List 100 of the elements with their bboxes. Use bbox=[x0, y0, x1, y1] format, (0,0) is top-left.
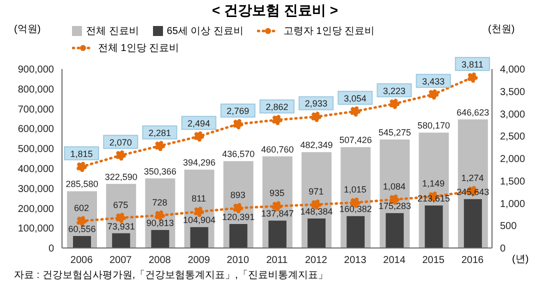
data-label: 175,283 bbox=[378, 201, 411, 212]
y-tick-label: 400,000 bbox=[18, 164, 54, 175]
x-tick-label: 2016 bbox=[461, 255, 484, 266]
data-label: 2,494 bbox=[188, 118, 210, 128]
point bbox=[310, 112, 322, 122]
data-label: 1,149 bbox=[422, 178, 445, 189]
data-label: 602 bbox=[74, 203, 90, 214]
legend-label: 전체 1인당 진료비 bbox=[98, 42, 180, 55]
data-label: 60,556 bbox=[68, 224, 96, 234]
data-label: 73,931 bbox=[107, 221, 135, 232]
data-label: 811 bbox=[192, 194, 206, 204]
data-label: 1,084 bbox=[383, 181, 406, 192]
data-label: 1,015 bbox=[344, 184, 366, 195]
y-tick-label: 500,000 bbox=[18, 144, 54, 156]
x-tick-label: 2010 bbox=[226, 255, 250, 266]
point bbox=[76, 216, 87, 226]
data-label: 90,813 bbox=[146, 218, 174, 228]
data-label: 350,366 bbox=[144, 166, 176, 176]
bar bbox=[190, 227, 208, 248]
point bbox=[389, 98, 400, 110]
data-label: 971 bbox=[308, 186, 324, 197]
chart-title: < 건강보험 진료비 > bbox=[210, 2, 340, 20]
data-label: 482,349 bbox=[300, 140, 333, 150]
legend-label: 전체 진료비 bbox=[86, 25, 139, 38]
data-label: 460,760 bbox=[261, 144, 294, 154]
x-tick-label: 2007 bbox=[110, 255, 132, 266]
data-label: 3,811 bbox=[462, 59, 484, 70]
y-tick-label: 0 bbox=[48, 244, 54, 255]
point bbox=[272, 114, 282, 126]
point bbox=[76, 162, 87, 172]
text: 자료 : 건강보험심사평가원,「건강보험통계지표」,「진료비통계지표」 bbox=[14, 268, 328, 282]
point bbox=[350, 106, 360, 117]
data-label: 436,570 bbox=[222, 149, 255, 160]
data-label: 2,070 bbox=[109, 137, 132, 148]
y2-tick-label: 500 bbox=[500, 221, 518, 232]
data-label: 394,296 bbox=[183, 158, 216, 168]
bar bbox=[73, 236, 91, 248]
data-label: 120,391 bbox=[222, 212, 255, 222]
point bbox=[154, 140, 165, 152]
y-tick-label: 900,000 bbox=[18, 64, 54, 76]
point bbox=[232, 118, 244, 130]
point bbox=[232, 202, 244, 214]
bar bbox=[464, 199, 482, 248]
data-label: 545,275 bbox=[378, 128, 411, 138]
y2-tick-label: 4,000 bbox=[500, 64, 526, 76]
legend-label: 고령자 1인당 진료비 bbox=[283, 25, 375, 38]
y-tick-label: 100,000 bbox=[18, 224, 54, 235]
x-tick-label: 2008 bbox=[148, 255, 172, 266]
data-label: 104,904 bbox=[183, 215, 216, 226]
bar bbox=[151, 230, 170, 248]
x-axis-title: (년) bbox=[512, 253, 529, 266]
data-label: 148,384 bbox=[300, 206, 333, 216]
y2-axis-title: (천원) bbox=[488, 23, 515, 36]
x-tick-label: 2012 bbox=[304, 255, 328, 266]
x-tick-label: 2014 bbox=[383, 255, 406, 266]
data-label: 3,223 bbox=[383, 86, 406, 96]
y-tick-label: 800,000 bbox=[18, 84, 54, 96]
x-tick-label: 2009 bbox=[188, 255, 210, 266]
point bbox=[194, 131, 204, 142]
data-label: 2,281 bbox=[148, 128, 171, 138]
bar bbox=[386, 213, 404, 248]
data-label: 322,590 bbox=[104, 172, 138, 182]
bar bbox=[268, 220, 286, 248]
bar bbox=[229, 224, 248, 248]
x-tick-label: 2011 bbox=[266, 255, 288, 266]
data-label: 1,274 bbox=[461, 172, 484, 183]
y-tick-label: 200,000 bbox=[18, 204, 54, 215]
y2-tick-label: 3,500 bbox=[500, 86, 526, 98]
x-tick-label: 2013 bbox=[344, 255, 367, 266]
y2-tick-label: 3,000 bbox=[500, 109, 526, 120]
point bbox=[428, 89, 439, 100]
bar bbox=[308, 218, 326, 248]
y2-tick-label: 2,500 bbox=[500, 132, 526, 143]
data-label: 160,382 bbox=[339, 204, 372, 214]
y2-tick-label: 2,000 bbox=[500, 154, 526, 166]
data-label: 935 bbox=[269, 188, 285, 198]
bar bbox=[424, 206, 443, 248]
data-label: 2,862 bbox=[266, 102, 288, 112]
y-tick-label: 300,000 bbox=[18, 184, 54, 195]
x-tick-label: 2006 bbox=[70, 255, 94, 266]
data-label: 646,623 bbox=[456, 107, 490, 118]
point bbox=[194, 206, 204, 217]
data-label: 2,769 bbox=[226, 106, 250, 116]
point bbox=[115, 212, 126, 224]
data-label: 3,054 bbox=[344, 93, 366, 104]
data-label: 1,815 bbox=[70, 148, 93, 159]
bar bbox=[112, 233, 130, 248]
point bbox=[115, 150, 126, 161]
data-label: 3,433 bbox=[422, 76, 445, 86]
data-label: 675 bbox=[113, 200, 128, 210]
x-tick-label: 2015 bbox=[422, 255, 445, 266]
point bbox=[467, 72, 478, 83]
data-label: 507,426 bbox=[339, 135, 372, 146]
data-label: 580,170 bbox=[418, 120, 450, 131]
data-label: 728 bbox=[152, 197, 168, 208]
y-axis-title: (억원) bbox=[14, 23, 41, 36]
data-label: 137,847 bbox=[261, 208, 294, 219]
data-label: 285,580 bbox=[66, 179, 98, 190]
bar bbox=[346, 216, 365, 248]
y-tick-label: 600,000 bbox=[18, 124, 54, 136]
